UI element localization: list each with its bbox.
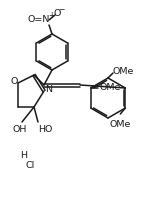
Text: OMe: OMe: [100, 83, 121, 92]
Text: O: O: [53, 9, 61, 18]
Text: O: O: [10, 77, 18, 86]
Text: O=N: O=N: [28, 14, 50, 23]
Text: Cl: Cl: [25, 161, 35, 169]
Text: −: −: [58, 6, 64, 14]
Text: HO: HO: [38, 126, 52, 135]
Text: OMe: OMe: [110, 120, 131, 129]
Text: +: +: [48, 11, 54, 20]
Text: H: H: [20, 150, 27, 160]
Text: N: N: [46, 86, 53, 95]
Text: OMe: OMe: [112, 66, 134, 75]
Text: OH: OH: [13, 126, 27, 135]
